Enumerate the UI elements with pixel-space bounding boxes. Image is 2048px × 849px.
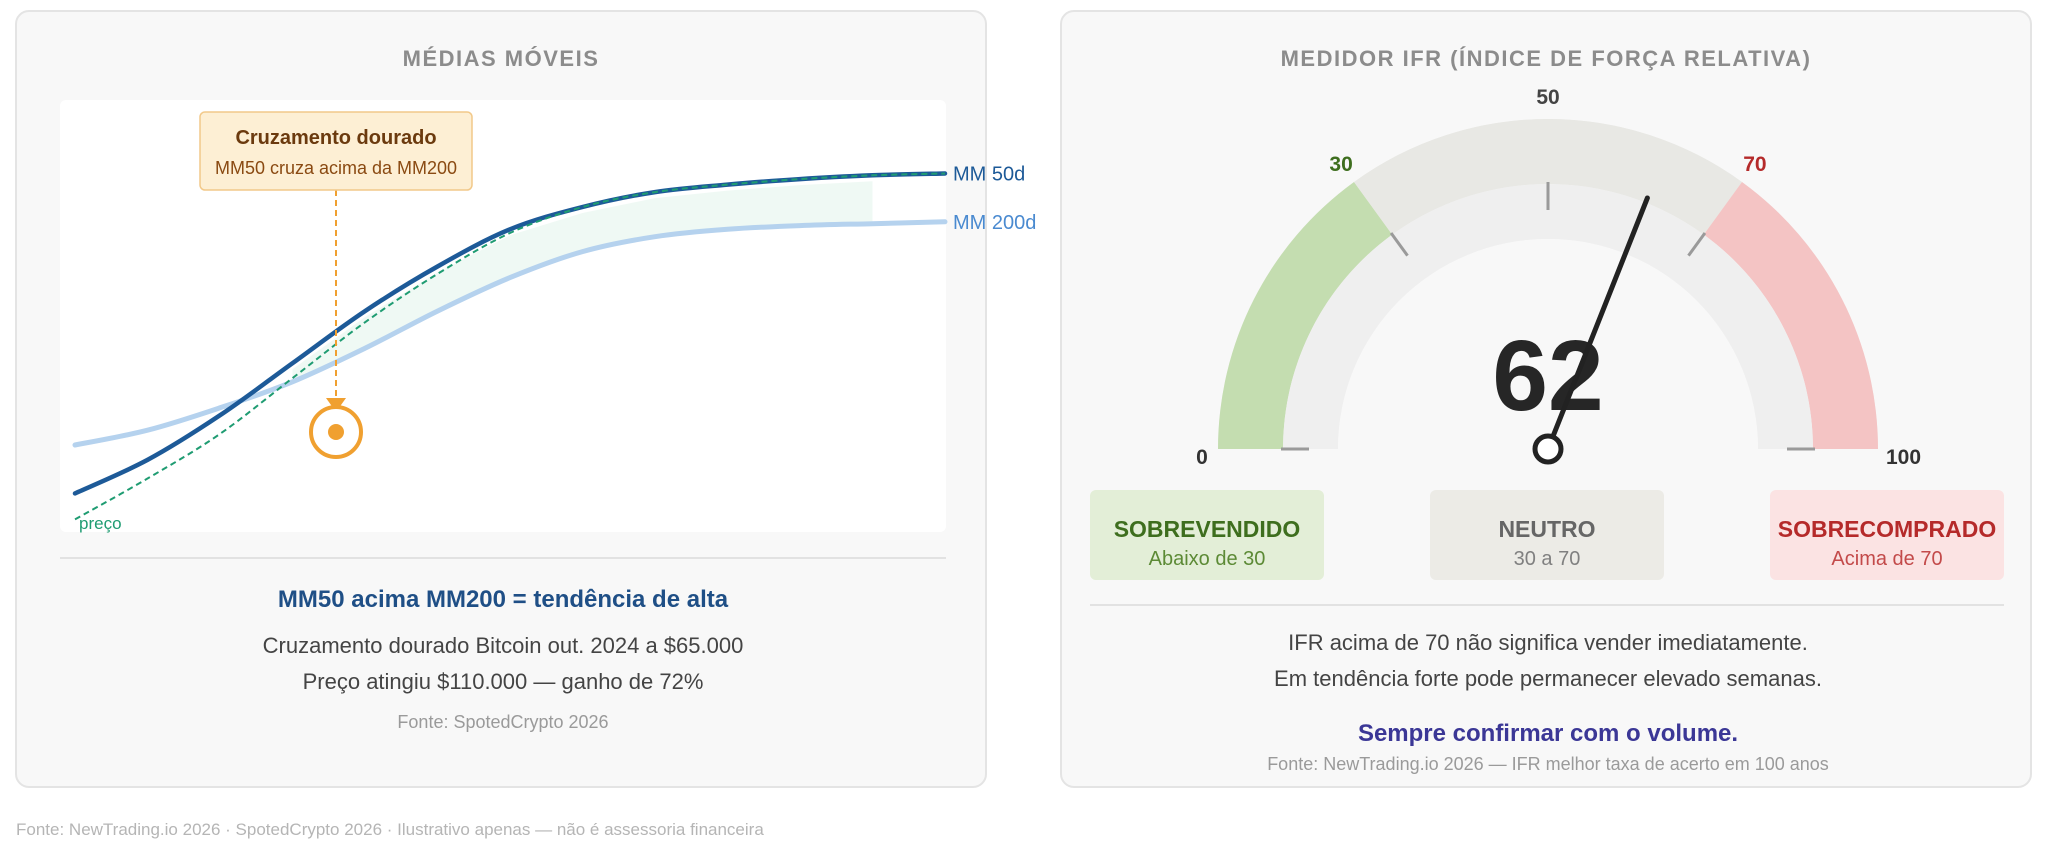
gauge-inner-ring bbox=[1283, 184, 1813, 449]
zone-oversold: SOBREVENDIDO Abaixo de 30 bbox=[1090, 490, 1324, 580]
zone-oversold-range: Abaixo de 30 bbox=[1148, 548, 1266, 570]
gauge-label-50: 50 bbox=[1536, 86, 1559, 109]
gauge-label-100: 100 bbox=[1886, 446, 1921, 469]
gauge-tick-30 bbox=[1389, 232, 1409, 257]
ma-detail-2: Preço atingiu $110.000 — ganho de 72% bbox=[302, 669, 704, 694]
ma50-line bbox=[72, 171, 948, 496]
ma-source: Fonte: SpotedCrypto 2026 bbox=[397, 712, 609, 732]
ma-headline: MM50 acima MM200 = tendência de alta bbox=[277, 586, 729, 613]
gauge-band-overbought bbox=[1703, 182, 1878, 449]
ma200-label: MM 200d bbox=[953, 212, 1036, 234]
zone-oversold-name: SOBREVENDIDO bbox=[1113, 516, 1301, 542]
page-footer: Fonte: NewTrading.io 2026 · SpotedCrypto… bbox=[16, 820, 764, 839]
price-line bbox=[74, 172, 946, 521]
gauge-band-neutral bbox=[1354, 118, 1742, 235]
ma-panel-title: MÉDIAS MÓVEIS bbox=[402, 46, 600, 71]
moving-averages-panel: MÉDIAS MÓVEIS MM 50d MM 200d preço Cruzamen… bbox=[15, 10, 1036, 788]
rsi-value: 62 bbox=[1492, 320, 1603, 432]
ma200-line bbox=[72, 219, 948, 448]
rsi-panel-title: MEDIDOR IFR (ÍNDICE DE FORÇA RELATIVA) bbox=[1280, 46, 1812, 71]
gauge-needle bbox=[1545, 195, 1650, 452]
zone-overbought-range: Acima de 70 bbox=[1831, 548, 1943, 570]
rsi-detail-1: IFR acima de 70 não significa vender ime… bbox=[1288, 630, 1808, 655]
zone-neutral-range: 30 a 70 bbox=[1513, 548, 1581, 570]
gauge-label-0: 0 bbox=[1196, 446, 1208, 469]
gauge-label-30: 30 bbox=[1329, 153, 1352, 176]
annotation-box bbox=[199, 111, 473, 191]
rsi-divider bbox=[1090, 604, 2004, 606]
annotation-title: Cruzamento dourado bbox=[235, 127, 436, 149]
ma-detail-1: Cruzamento dourado Bitcoin out. 2024 a $… bbox=[262, 633, 744, 658]
gauge-label-70: 70 bbox=[1743, 153, 1766, 176]
ma-chart: MM 50d MM 200d preço Cruzamento dourado MM50… bbox=[60, 100, 1036, 533]
gauge-pivot bbox=[1532, 433, 1564, 465]
rsi-detail-2: Em tendência forte pode permanecer eleva… bbox=[1274, 666, 1822, 691]
ma-divider bbox=[60, 557, 946, 559]
trend-band bbox=[292, 181, 873, 382]
ma-plot-area bbox=[60, 100, 946, 532]
price-label: preço bbox=[79, 514, 122, 533]
ma50-label: MM 50d bbox=[953, 163, 1025, 185]
rsi-emphasis: Sempre confirmar com o volume. bbox=[1357, 720, 1739, 747]
gauge-band-oversold bbox=[1218, 182, 1393, 449]
rsi-gauge: 0 30 50 70 100 62 bbox=[1196, 86, 1921, 469]
zone-overbought-name: SOBRECOMPRADO bbox=[1777, 516, 1997, 542]
gauge-tick-70 bbox=[1687, 232, 1707, 257]
rsi-source: Fonte: NewTrading.io 2026 — IFR melhor t… bbox=[1267, 754, 1829, 774]
annotation-text: MM50 cruza acima da MM200 bbox=[215, 158, 457, 178]
rsi-panel: MEDIDOR IFR (ÍNDICE DE FORÇA RELATIVA) 0… bbox=[1060, 10, 2032, 788]
zone-overbought: SOBRECOMPRADO Acima de 70 bbox=[1770, 490, 2004, 580]
zone-neutral-name: NEUTRO bbox=[1498, 516, 1596, 542]
zone-neutral: NEUTRO 30 a 70 bbox=[1430, 490, 1664, 580]
crossover-dot bbox=[328, 424, 344, 440]
